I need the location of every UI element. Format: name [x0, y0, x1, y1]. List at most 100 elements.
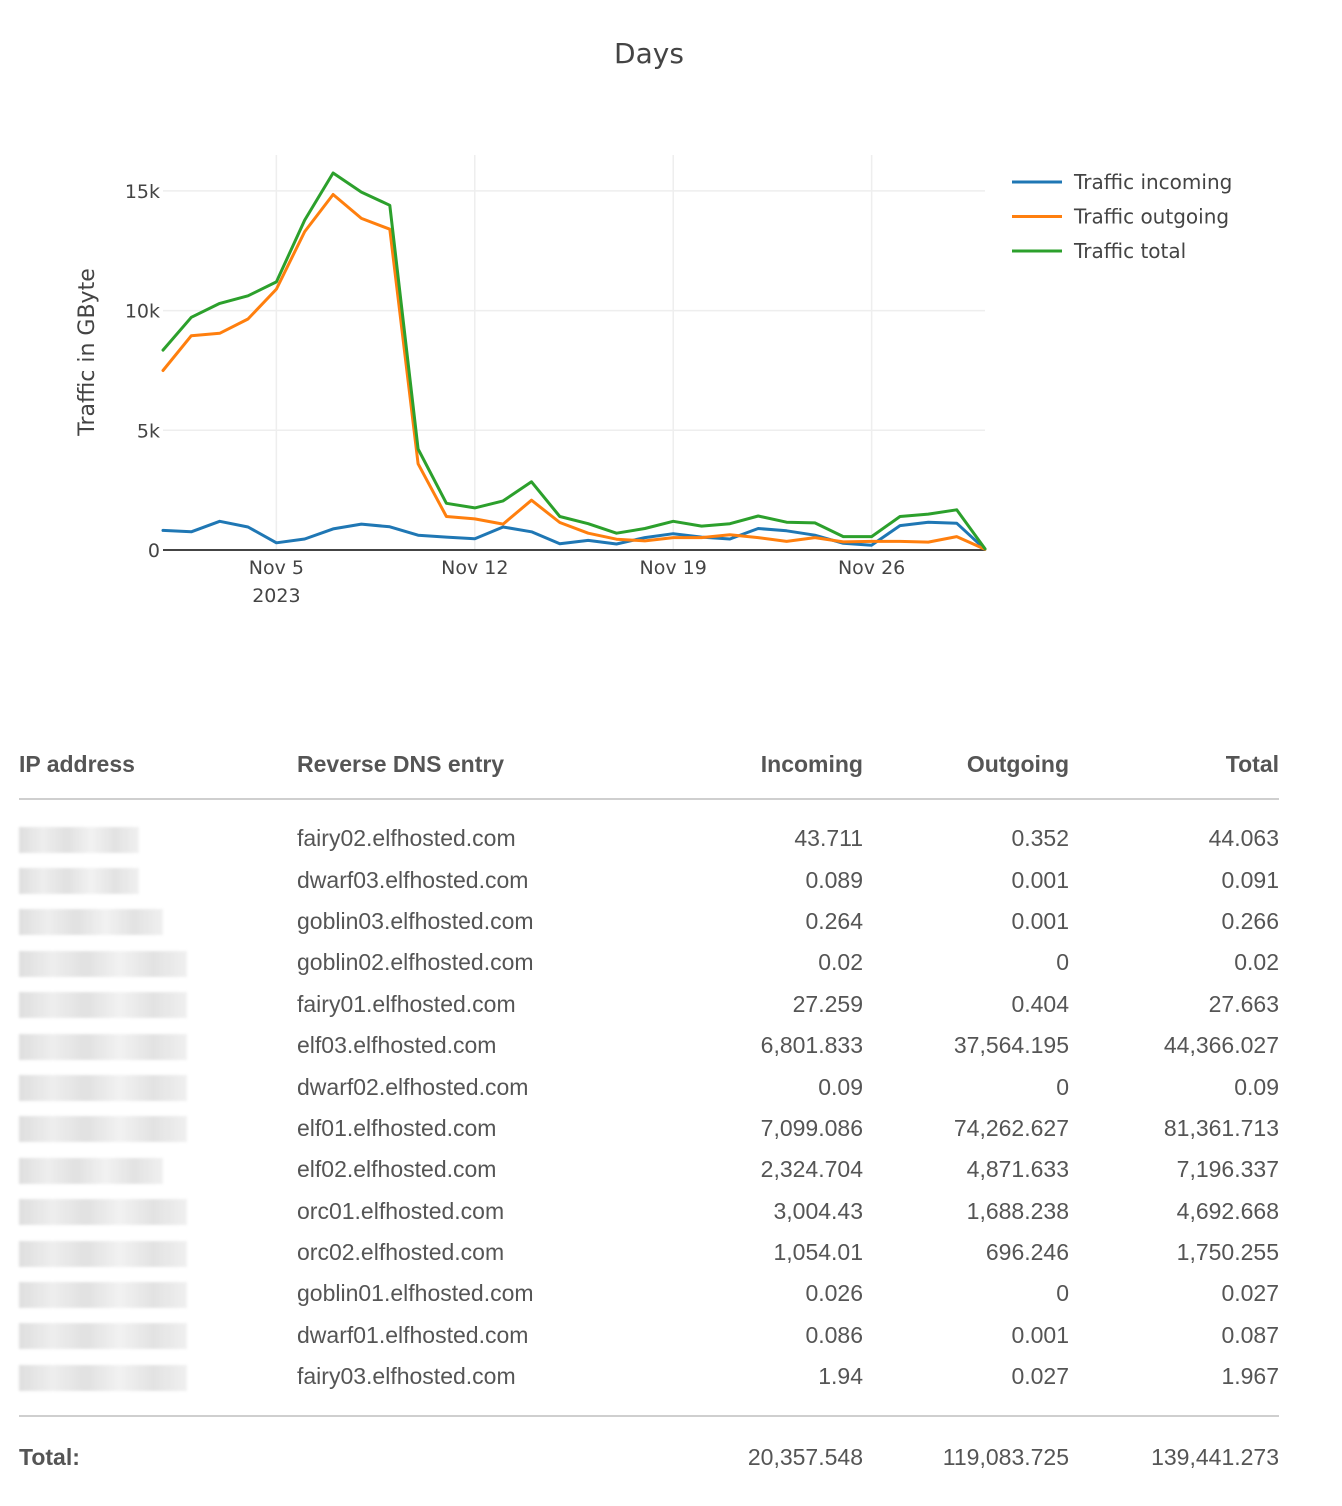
y-tick-label: 10k — [125, 301, 160, 323]
header-outgoing[interactable]: Outgoing — [863, 730, 1069, 800]
legend-label: Traffic incoming — [1073, 170, 1232, 194]
table-row: dwarf01.elfhosted.com 0.086 0.001 0.087 — [19, 1315, 1279, 1356]
header-ip-address[interactable]: IP address — [19, 730, 297, 800]
x-tick-label: Nov 5 — [249, 557, 304, 579]
outgoing-cell: 0.001 — [1011, 866, 1069, 893]
incoming-cell: 7,099.086 — [760, 1114, 863, 1141]
y-tick-label: 5k — [137, 420, 160, 442]
footer-empty-cell — [297, 1415, 627, 1498]
ip-address-cell — [19, 1356, 297, 1416]
reverse-dns-cell: orc02.elfhosted.com — [297, 1239, 505, 1266]
total-cell: 0.027 — [1221, 1280, 1279, 1307]
ip-address-cell — [19, 1066, 297, 1107]
table-row: elf02.elfhosted.com 2,324.704 4,871.633 7,1… — [19, 1149, 1279, 1190]
incoming-cell: 6,801.833 — [760, 1032, 863, 1059]
ip-address-cell — [19, 1232, 297, 1273]
series-line-1 — [161, 519, 987, 551]
ip-address-cell — [19, 799, 297, 859]
ip-address-cell — [19, 859, 297, 900]
footer-incoming-total: 20,357.548 — [627, 1415, 863, 1498]
ip-address-cell — [19, 1315, 297, 1356]
masked-ip — [19, 1281, 187, 1308]
x-tick-label: Nov 19 — [640, 557, 707, 579]
outgoing-cell: 74,262.627 — [953, 1114, 1069, 1141]
ip-address-cell — [19, 901, 297, 942]
footer-total-label: Total: — [19, 1415, 297, 1498]
table-footer-row: Total: 20,357.548 119,083.725 139,441.27… — [19, 1415, 1279, 1498]
table-row: orc01.elfhosted.com 3,004.43 1,688.238 4,69… — [19, 1191, 1279, 1232]
reverse-dns-cell: orc01.elfhosted.com — [297, 1197, 505, 1224]
outgoing-cell: 4,871.633 — [966, 1156, 1069, 1183]
series-line-3 — [161, 171, 987, 551]
footer-grand-total: 139,441.273 — [1069, 1415, 1279, 1498]
chart-series — [161, 171, 987, 551]
reverse-dns-cell: fairy03.elfhosted.com — [297, 1363, 516, 1390]
legend-item[interactable]: Traffic outgoing — [1012, 205, 1229, 229]
total-cell: 1.967 — [1221, 1363, 1279, 1390]
ip-address-cell — [19, 1273, 297, 1314]
table-row: dwarf02.elfhosted.com 0.09 0 0.09 — [19, 1066, 1279, 1107]
incoming-cell: 43.711 — [794, 825, 863, 852]
chart-grid — [163, 155, 985, 550]
outgoing-cell: 696.246 — [985, 1239, 1069, 1266]
table-row: goblin03.elfhosted.com 0.264 0.001 0.266 — [19, 901, 1279, 942]
incoming-cell: 0.02 — [818, 949, 863, 976]
legend-item[interactable]: Traffic incoming — [1012, 170, 1232, 194]
header-reverse-dns[interactable]: Reverse DNS entry — [297, 730, 627, 800]
x-tick-sublabel: 2023 — [252, 585, 300, 607]
masked-ip — [19, 1116, 187, 1143]
incoming-cell: 1,054.01 — [773, 1239, 863, 1266]
incoming-cell: 0.09 — [818, 1073, 863, 1100]
reverse-dns-cell: elf03.elfhosted.com — [297, 1032, 497, 1059]
table-footer: Total: 20,357.548 119,083.725 139,441.27… — [19, 1415, 1279, 1498]
table-row: orc02.elfhosted.com 1,054.01 696.246 1,750.… — [19, 1232, 1279, 1273]
masked-ip — [19, 826, 139, 853]
masked-ip — [19, 950, 187, 977]
table-header: IP address Reverse DNS entry Incoming Ou… — [19, 730, 1279, 800]
ip-address-cell — [19, 1108, 297, 1149]
chart-legend[interactable]: Traffic incoming Traffic outgoing Traffic … — [1012, 170, 1232, 263]
total-cell: 0.091 — [1221, 866, 1279, 893]
y-axis-title: Traffic in GByte — [75, 268, 100, 436]
reverse-dns-cell: fairy02.elfhosted.com — [297, 825, 516, 852]
chart-axes: 0 5k 10k 15k Nov 5 2023 Nov 12 Nov 19 Nov 26 — [125, 181, 985, 607]
total-cell: 44.063 — [1208, 825, 1279, 852]
reverse-dns-cell: goblin03.elfhosted.com — [297, 907, 534, 934]
table-row: goblin01.elfhosted.com 0.026 0 0.027 — [19, 1273, 1279, 1314]
outgoing-cell: 0.001 — [1011, 1321, 1069, 1348]
outgoing-cell: 37,564.195 — [953, 1032, 1069, 1059]
table-row: elf03.elfhosted.com 6,801.833 37,564.195 44… — [19, 1025, 1279, 1066]
incoming-cell: 2,324.704 — [760, 1156, 863, 1183]
ip-address-cell — [19, 1149, 297, 1190]
outgoing-cell: 0 — [1056, 1073, 1069, 1100]
masked-ip — [19, 1199, 187, 1226]
reverse-dns-cell: goblin02.elfhosted.com — [297, 949, 534, 976]
y-tick-label: 0 — [148, 540, 160, 562]
reverse-dns-cell: elf02.elfhosted.com — [297, 1156, 497, 1183]
traffic-chart-svg: Days 0 5k 10k 15k Nov 5 2023 Nov 12 Nov 19 Nov 2… — [75, 37, 1232, 607]
ip-address-cell — [19, 942, 297, 983]
header-total[interactable]: Total — [1069, 730, 1279, 800]
legend-item[interactable]: Traffic total — [1012, 239, 1186, 263]
masked-ip — [19, 1075, 187, 1101]
total-cell: 4,692.668 — [1176, 1197, 1279, 1224]
reverse-dns-cell: fairy01.elfhosted.com — [297, 990, 516, 1017]
table-row: fairy02.elfhosted.com 43.711 0.352 44.063 — [19, 799, 1279, 859]
table-body: fairy02.elfhosted.com 43.711 0.352 44.063 dw… — [19, 799, 1279, 1416]
series-line-2 — [161, 193, 987, 551]
x-tick-label: Nov 12 — [441, 557, 508, 579]
table-row: elf01.elfhosted.com 7,099.086 74,262.627 81… — [19, 1108, 1279, 1149]
header-incoming[interactable]: Incoming — [627, 730, 863, 800]
masked-ip — [19, 992, 187, 1019]
footer-outgoing-total: 119,083.725 — [863, 1415, 1069, 1498]
outgoing-cell: 0.352 — [1011, 825, 1069, 852]
table-row: fairy03.elfhosted.com 1.94 0.027 1.967 — [19, 1356, 1279, 1416]
masked-ip — [19, 1157, 163, 1184]
chart-title: Days — [614, 37, 684, 70]
total-cell: 0.266 — [1221, 907, 1279, 934]
total-cell: 1,750.255 — [1176, 1239, 1279, 1266]
y-tick-label: 15k — [125, 181, 160, 203]
total-cell: 81,361.713 — [1163, 1114, 1279, 1141]
total-cell: 0.09 — [1234, 1073, 1279, 1100]
total-cell: 7,196.337 — [1176, 1156, 1279, 1183]
